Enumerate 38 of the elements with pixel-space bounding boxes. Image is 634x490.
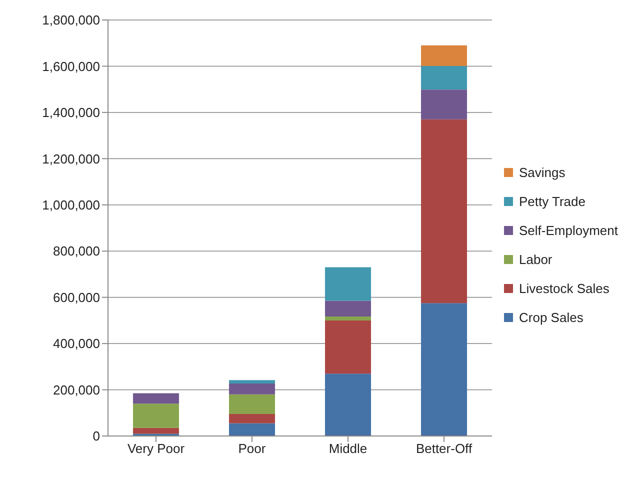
- legend-label: Crop Sales: [519, 310, 584, 325]
- bar: [325, 267, 372, 301]
- x-tick-label: Better-Off: [416, 441, 472, 456]
- bar: [421, 119, 468, 304]
- bar: [325, 300, 372, 317]
- legend-label: Savings: [519, 165, 566, 180]
- bar: [229, 380, 276, 384]
- y-tick-label: 1,400,000: [42, 105, 100, 120]
- bar: [133, 428, 179, 434]
- bar: [229, 414, 276, 424]
- y-tick-label: 400,000: [53, 336, 100, 352]
- bar: [229, 423, 276, 436]
- legend-label: Labor: [519, 252, 552, 267]
- y-tick-label: 600,000: [53, 290, 100, 305]
- bar: [421, 90, 468, 120]
- y-tick-label: 1,600,000: [42, 58, 100, 74]
- bar: [421, 45, 468, 66]
- bar: [421, 66, 468, 90]
- bar: [133, 404, 179, 428]
- x-tick-label: Poor: [238, 441, 266, 456]
- bar: [229, 394, 276, 414]
- y-tick-label: 800,000: [53, 244, 100, 259]
- legend-label: Livestock Sales: [519, 281, 610, 296]
- bar: [229, 384, 276, 394]
- x-tick-label: Very Poor: [127, 441, 186, 456]
- y-tick-label: 1,200,000: [42, 151, 100, 166]
- bar: [421, 303, 468, 436]
- legend-label: Self-Employment: [519, 223, 618, 238]
- x-tick-label: Middle: [328, 441, 368, 456]
- y-tick-label: 1,000,000: [42, 198, 100, 213]
- y-tick-label: 0: [92, 428, 100, 444]
- bar: [325, 374, 372, 436]
- y-tick-label: 200,000: [53, 382, 100, 398]
- y-tick-label: 1,800,000: [42, 12, 100, 28]
- legend-label: Petty Trade: [519, 194, 586, 209]
- bar: [325, 316, 372, 320]
- bar: [325, 320, 372, 374]
- bar: [133, 393, 179, 404]
